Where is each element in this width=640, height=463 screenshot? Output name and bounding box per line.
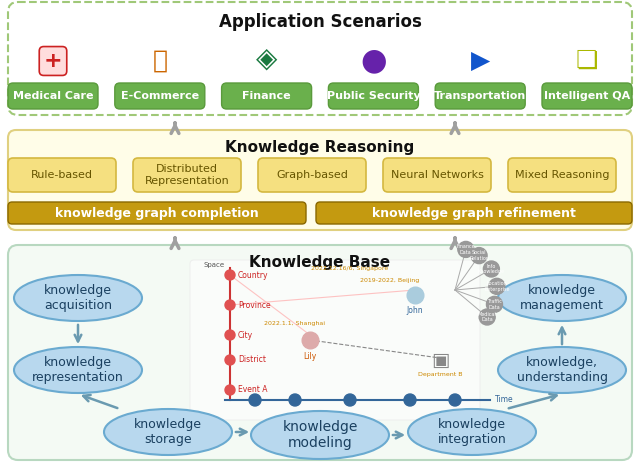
Circle shape — [471, 248, 487, 263]
Text: Distributed
Representation: Distributed Representation — [145, 164, 229, 186]
FancyBboxPatch shape — [542, 83, 632, 109]
Ellipse shape — [104, 409, 232, 455]
Text: 2022.12.16/6, Singapore: 2022.12.16/6, Singapore — [312, 266, 388, 271]
Circle shape — [489, 278, 505, 294]
Text: Location
Enterprise: Location Enterprise — [484, 281, 509, 292]
Text: E-Commerce: E-Commerce — [121, 91, 199, 101]
Circle shape — [225, 330, 235, 340]
Text: Public Security: Public Security — [326, 91, 420, 101]
FancyBboxPatch shape — [508, 158, 616, 192]
FancyBboxPatch shape — [8, 158, 116, 192]
Text: ❏: ❏ — [576, 49, 598, 73]
FancyBboxPatch shape — [221, 83, 312, 109]
Text: City: City — [238, 331, 253, 339]
FancyBboxPatch shape — [8, 2, 632, 115]
Text: John: John — [406, 306, 423, 315]
Text: knowledge
storage: knowledge storage — [134, 418, 202, 446]
Text: Graph-based: Graph-based — [276, 170, 348, 180]
Text: Medical
Data: Medical Data — [478, 312, 497, 322]
Circle shape — [225, 385, 235, 395]
FancyBboxPatch shape — [190, 260, 480, 420]
Circle shape — [486, 296, 502, 313]
FancyBboxPatch shape — [258, 158, 366, 192]
FancyBboxPatch shape — [133, 158, 241, 192]
Text: +: + — [44, 51, 62, 71]
Text: knowledge
management: knowledge management — [520, 284, 604, 312]
Circle shape — [225, 355, 235, 365]
Circle shape — [404, 394, 416, 406]
Ellipse shape — [498, 275, 626, 321]
Text: knowledge
representation: knowledge representation — [32, 356, 124, 384]
Text: ▣: ▣ — [431, 350, 449, 369]
FancyBboxPatch shape — [316, 202, 632, 224]
Circle shape — [225, 300, 235, 310]
Ellipse shape — [408, 409, 536, 455]
Text: Finance
Data: Finance Data — [456, 244, 475, 255]
Text: Social
Relation: Social Relation — [469, 250, 489, 261]
Text: Space: Space — [204, 262, 225, 268]
FancyBboxPatch shape — [8, 83, 98, 109]
FancyBboxPatch shape — [8, 130, 632, 230]
Text: Lily: Lily — [303, 352, 317, 361]
FancyBboxPatch shape — [8, 202, 306, 224]
Text: District: District — [238, 356, 266, 364]
Text: Finance: Finance — [243, 91, 291, 101]
Text: ⛤: ⛤ — [152, 49, 167, 73]
Circle shape — [249, 394, 261, 406]
Text: 2022.1.1, Shanghai: 2022.1.1, Shanghai — [264, 321, 326, 326]
Circle shape — [225, 270, 235, 280]
Text: 2019-2022, Beijing: 2019-2022, Beijing — [360, 278, 420, 283]
FancyBboxPatch shape — [435, 83, 525, 109]
FancyBboxPatch shape — [115, 83, 205, 109]
Text: knowledge graph completion: knowledge graph completion — [55, 206, 259, 219]
Ellipse shape — [14, 275, 142, 321]
Text: Country: Country — [238, 270, 269, 280]
Text: Neural Networks: Neural Networks — [390, 170, 483, 180]
Circle shape — [458, 241, 474, 257]
Circle shape — [449, 394, 461, 406]
Circle shape — [289, 394, 301, 406]
Circle shape — [483, 261, 499, 277]
Text: Intelligent QA: Intelligent QA — [544, 91, 630, 101]
Text: Time: Time — [495, 395, 514, 405]
Text: Medical Care: Medical Care — [13, 91, 93, 101]
FancyBboxPatch shape — [328, 83, 419, 109]
Text: knowledge
integration: knowledge integration — [438, 418, 506, 446]
Text: knowledge graph refinement: knowledge graph refinement — [372, 206, 576, 219]
Text: Department B: Department B — [418, 372, 462, 377]
Text: Mixed Reasoning: Mixed Reasoning — [515, 170, 609, 180]
Circle shape — [479, 309, 495, 325]
Text: ◈: ◈ — [256, 45, 277, 73]
Text: Province: Province — [238, 300, 271, 309]
Text: Rule-based: Rule-based — [31, 170, 93, 180]
Ellipse shape — [14, 347, 142, 393]
Text: Knowledge Reasoning: Knowledge Reasoning — [225, 140, 415, 155]
Text: Event A: Event A — [238, 386, 268, 394]
Text: knowledge,
understanding: knowledge, understanding — [516, 356, 607, 384]
Text: ●: ● — [360, 46, 387, 75]
Text: knowledge
acquisition: knowledge acquisition — [44, 284, 112, 312]
Text: Info
Knowledge: Info Knowledge — [478, 263, 505, 275]
Text: Transportation: Transportation — [434, 91, 526, 101]
Ellipse shape — [498, 347, 626, 393]
Ellipse shape — [251, 411, 389, 459]
FancyBboxPatch shape — [383, 158, 491, 192]
Text: ▶: ▶ — [470, 49, 490, 73]
Text: Application Scenarios: Application Scenarios — [219, 13, 421, 31]
Text: Traffic
Data: Traffic Data — [487, 299, 502, 310]
Circle shape — [344, 394, 356, 406]
Text: knowledge
modeling: knowledge modeling — [282, 420, 358, 450]
Text: Knowledge Base: Knowledge Base — [250, 255, 390, 270]
FancyBboxPatch shape — [8, 245, 632, 460]
